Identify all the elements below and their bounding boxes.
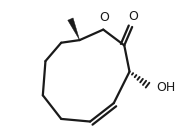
Text: OH: OH <box>156 81 175 94</box>
Text: O: O <box>100 11 110 24</box>
Text: O: O <box>129 10 138 23</box>
Polygon shape <box>68 18 80 40</box>
